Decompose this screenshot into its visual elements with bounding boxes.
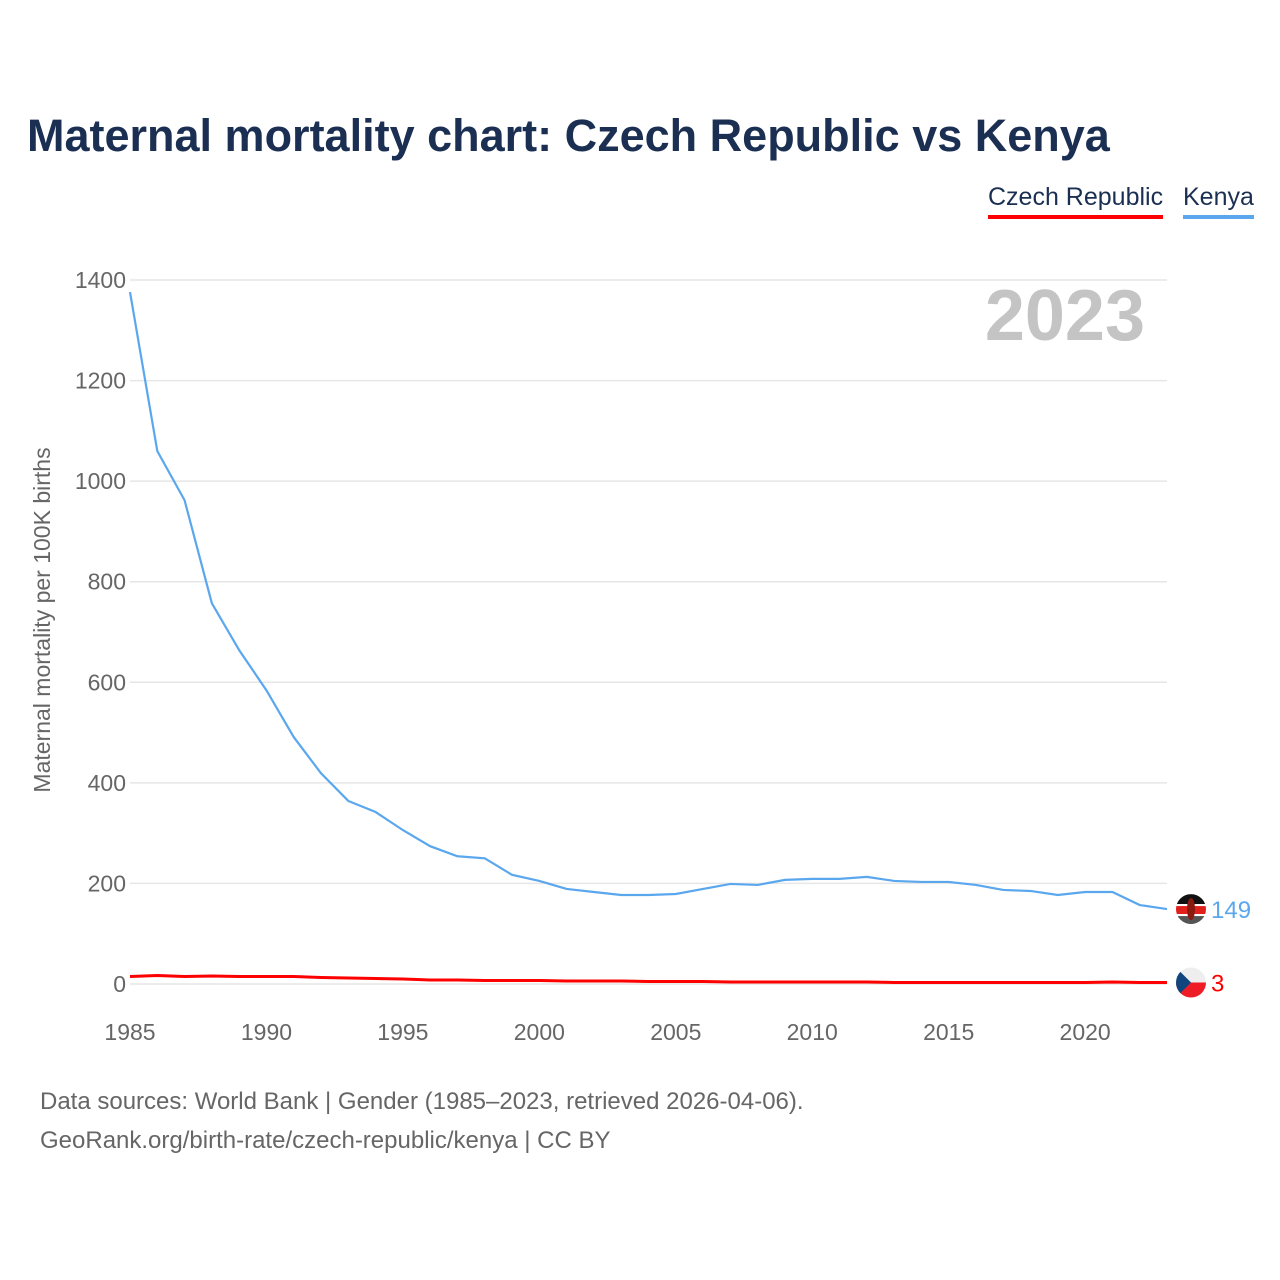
end-value-label: 3 bbox=[1211, 970, 1224, 997]
x-tick-label: 2000 bbox=[514, 1019, 565, 1045]
series-line-czech-republic bbox=[129, 973, 1167, 984]
x-tick-label: 1990 bbox=[241, 1019, 292, 1045]
chart-title: Maternal mortality chart: Czech Republic… bbox=[27, 110, 1110, 161]
y-axis-label: Maternal mortality per 100K births bbox=[29, 447, 55, 792]
flag-icon bbox=[1176, 894, 1206, 925]
x-tick-label: 2015 bbox=[923, 1019, 974, 1045]
y-tick-label: 0 bbox=[113, 971, 126, 997]
flag-icon bbox=[1176, 967, 1206, 998]
series-line-kenya bbox=[128, 291, 1168, 911]
footer-sources: Data sources: World Bank | Gender (1985–… bbox=[40, 1088, 804, 1115]
footer-link[interactable]: GeoRank.org/birth-rate/czech-republic/ke… bbox=[40, 1127, 611, 1154]
y-tick-label: 200 bbox=[88, 870, 126, 896]
legend-czech-republic[interactable]: Czech Republic bbox=[988, 183, 1164, 219]
flag-triangle bbox=[1176, 967, 1191, 998]
end-value-label: 149 bbox=[1211, 897, 1251, 924]
y-tick-label: 1200 bbox=[75, 368, 126, 394]
x-tick-label: 2005 bbox=[650, 1019, 701, 1045]
x-tick-label: 1985 bbox=[104, 1019, 155, 1045]
y-tick-label: 1400 bbox=[75, 267, 126, 293]
year-label: 2023 bbox=[985, 276, 1145, 356]
y-tick-label: 800 bbox=[88, 569, 126, 595]
legend-kenya[interactable]: Kenya bbox=[1183, 183, 1254, 219]
x-tick-label: 2010 bbox=[787, 1019, 838, 1045]
flag-shield bbox=[1187, 898, 1195, 921]
y-tick-label: 1000 bbox=[75, 468, 126, 494]
x-tick-label: 2020 bbox=[1060, 1019, 1111, 1045]
x-tick-label: 1995 bbox=[377, 1019, 428, 1045]
y-tick-label: 600 bbox=[88, 669, 126, 695]
y-tick-label: 400 bbox=[88, 770, 126, 796]
